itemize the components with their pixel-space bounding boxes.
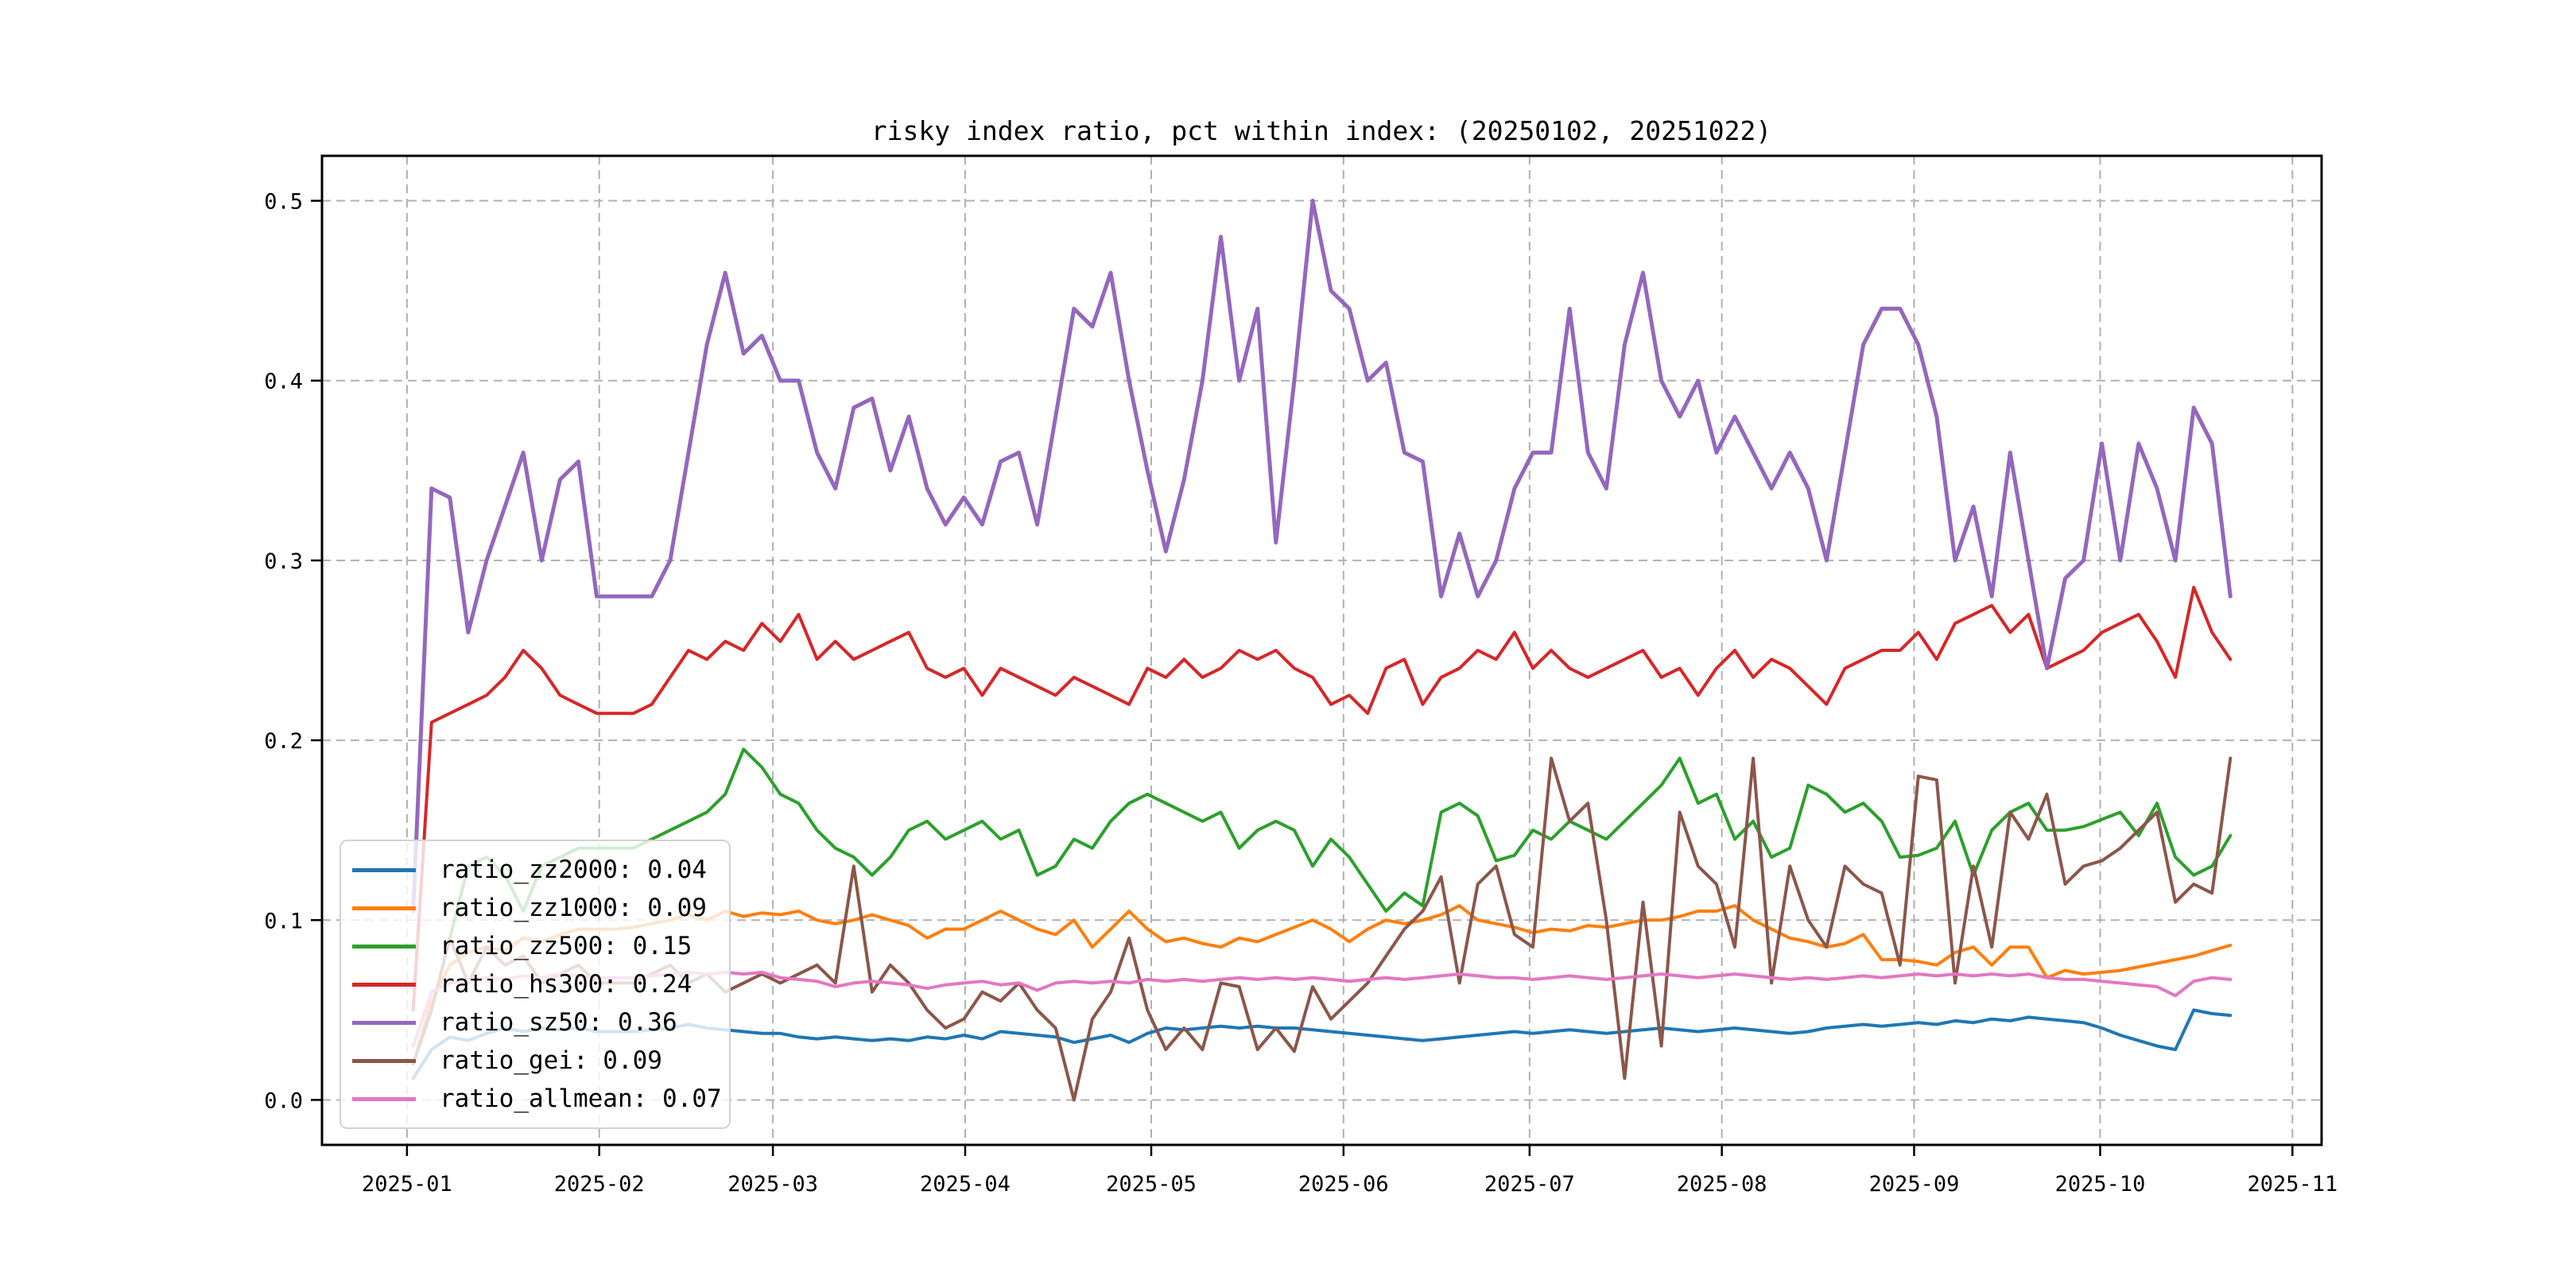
axes-spines: [320, 154, 2323, 1146]
legend-row-ratio_gei: ratio_gei: 0.09: [352, 1042, 718, 1080]
legend-label-ratio_gei: ratio_gei: 0.09: [440, 1046, 662, 1075]
legend-swatch-ratio_hs300: [352, 982, 416, 987]
x-tick-label: 2025-01: [362, 1172, 452, 1197]
legend-label-ratio_hs300: ratio_hs300: 0.24: [440, 970, 692, 999]
legend-label-ratio_zz500: ratio_zz500: 0.15: [440, 932, 692, 960]
series-ratio_zz500-line: [411, 747, 2233, 1066]
y-tick-label: 0.4: [264, 370, 303, 394]
chart-title: risky index ratio, pct within index: (20…: [871, 115, 1771, 146]
y-tick-label: 0.0: [264, 1088, 303, 1113]
legend-swatch-ratio_zz2000: [352, 867, 416, 872]
legend-row-ratio_hs300: ratio_hs300: 0.24: [352, 965, 718, 1003]
axis-ticks: [311, 200, 2294, 1156]
x-tick-label: 2025-09: [1869, 1172, 1960, 1197]
legend-label-ratio_sz50: ratio_sz50: 0.36: [440, 1008, 677, 1037]
y-tick-label: 0.3: [264, 549, 303, 574]
legend-swatch-ratio_sz50: [352, 1020, 416, 1025]
legend-label-ratio_allmean: ratio_allmean: 0.07: [440, 1084, 722, 1113]
legend-row-ratio_zz1000: ratio_zz1000: 0.09: [352, 889, 718, 927]
x-tick-label: 2025-08: [1677, 1172, 1767, 1197]
x-tick-label: 2025-07: [1484, 1172, 1575, 1197]
x-tick-label: 2025-10: [2055, 1172, 2146, 1197]
legend-swatch-ratio_zz500: [352, 944, 416, 949]
x-tick-label: 2025-02: [554, 1172, 645, 1197]
legend-swatch-ratio_zz1000: [352, 906, 416, 910]
legend-row-ratio_zz500: ratio_zz500: 0.15: [352, 927, 718, 965]
legend-row-ratio_allmean: ratio_allmean: 0.07: [352, 1080, 722, 1118]
x-tick-label: 2025-11: [2247, 1172, 2337, 1197]
x-tick-label: 2025-06: [1298, 1172, 1389, 1197]
legend-label-ratio_zz1000: ratio_zz1000: 0.09: [440, 894, 707, 922]
legend-row-ratio_sz50: ratio_sz50: 0.36: [352, 1003, 718, 1042]
series-ratio_sz50-line: [411, 199, 2233, 914]
x-tick-label: 2025-03: [727, 1172, 818, 1197]
legend-label-ratio_zz2000: ratio_zz2000: 0.04: [440, 855, 707, 884]
x-tick-labels: 2025-01 2025-02 2025-03 2025-04 2025-05 2025-…: [362, 1172, 2337, 1197]
y-tick-label: 0.1: [264, 909, 303, 933]
y-tick-labels: 0.0 0.1 0.2 0.3 0.4 0.5: [264, 190, 303, 1114]
y-tick-label: 0.5: [264, 190, 303, 215]
y-tick-label: 0.2: [264, 729, 303, 754]
legend-swatch-ratio_allmean: [352, 1096, 416, 1101]
series-ratio_hs300-line: [411, 585, 2233, 1012]
x-tick-label: 2025-04: [920, 1172, 1011, 1197]
legend-swatch-ratio_gei: [352, 1058, 416, 1063]
legend-row-ratio_zz2000: ratio_zz2000: 0.04: [352, 851, 718, 889]
legend: ratio_zz2000: 0.04 ratio_zz1000: 0.09 rati…: [339, 840, 731, 1129]
x-tick-label: 2025-05: [1106, 1172, 1197, 1197]
